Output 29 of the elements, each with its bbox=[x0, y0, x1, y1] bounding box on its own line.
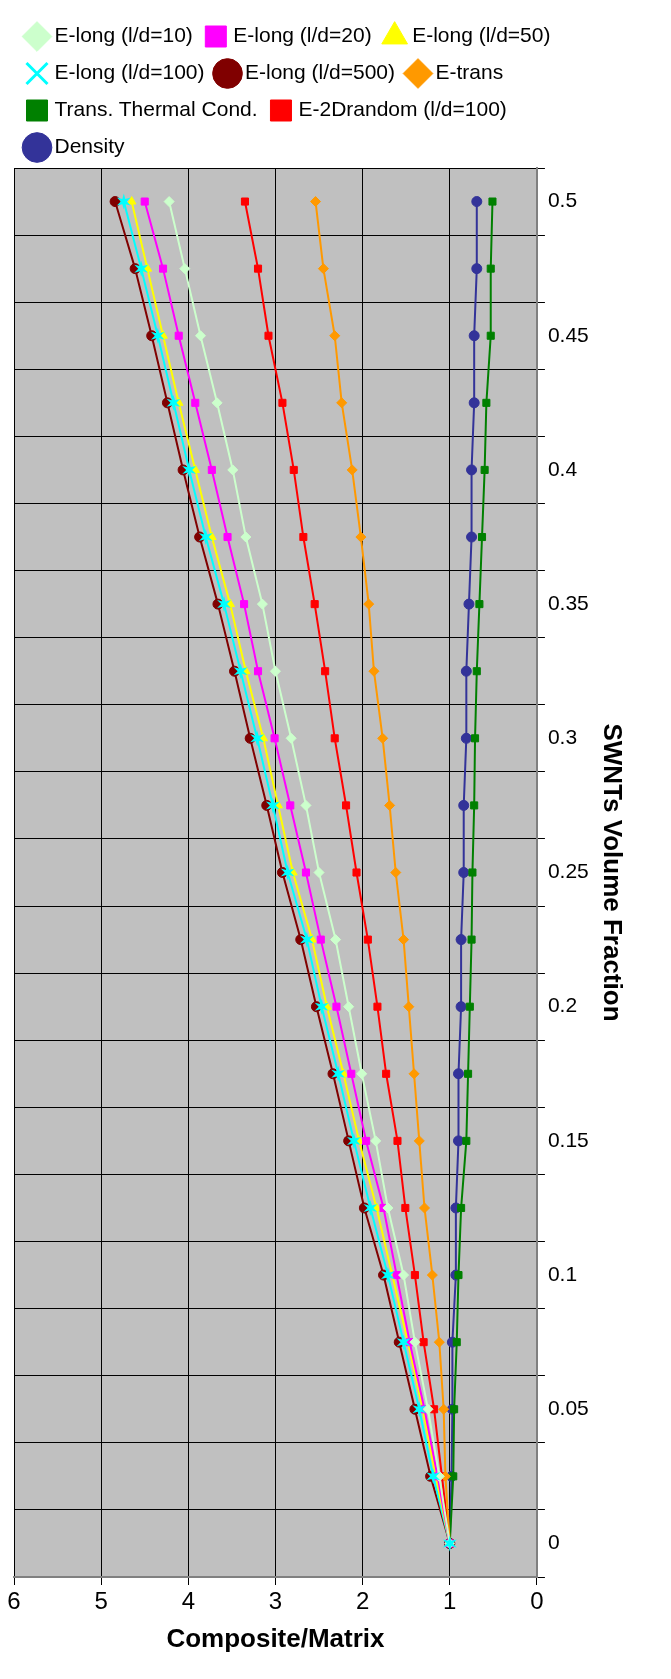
legend-label: Density bbox=[54, 134, 126, 158]
y-tick-label: 0.2 bbox=[547, 993, 578, 1017]
x-axis-title: Composite/Matrix bbox=[166, 1622, 386, 1653]
x-tick-label: 3 bbox=[268, 1587, 283, 1615]
x-tick-label: 1 bbox=[443, 1587, 457, 1615]
legend-label: Trans. Thermal Cond. bbox=[54, 97, 258, 121]
y-tick-label: 0.5 bbox=[547, 188, 578, 212]
x-tick-label: 6 bbox=[7, 1587, 21, 1615]
y-tick-label: 0.1 bbox=[547, 1261, 578, 1285]
y-tick-label: 0 bbox=[547, 1530, 560, 1554]
y-tick-label: 0.15 bbox=[547, 1127, 589, 1151]
y-tick-label: 0.25 bbox=[547, 859, 589, 883]
legend-label: E-2Drandom (l/d=100) bbox=[298, 97, 507, 121]
y-tick-label: 0.05 bbox=[547, 1396, 589, 1420]
y-tick-label: 0.45 bbox=[547, 322, 589, 346]
x-tick-label: 5 bbox=[94, 1587, 108, 1615]
legend-label: E-long (l/d=100) bbox=[54, 60, 205, 84]
legend-label: E-long (l/d=500) bbox=[245, 60, 396, 84]
x-tick-label: 0 bbox=[530, 1587, 544, 1615]
y-axis-title: SWNTs Volume Fraction bbox=[598, 723, 629, 1022]
legend-label: E-long (l/d=10) bbox=[54, 23, 193, 47]
y-tick-label: 0.3 bbox=[547, 725, 578, 749]
x-tick-label: 2 bbox=[355, 1587, 370, 1615]
legend-label: E-trans bbox=[435, 60, 504, 84]
x-tick-label: 4 bbox=[181, 1587, 195, 1615]
legend-label: E-long (l/d=50) bbox=[412, 23, 551, 47]
y-tick-label: 0.35 bbox=[547, 590, 589, 614]
y-tick-label: 0.4 bbox=[547, 456, 578, 480]
legend-label: E-long (l/d=20) bbox=[233, 23, 372, 47]
